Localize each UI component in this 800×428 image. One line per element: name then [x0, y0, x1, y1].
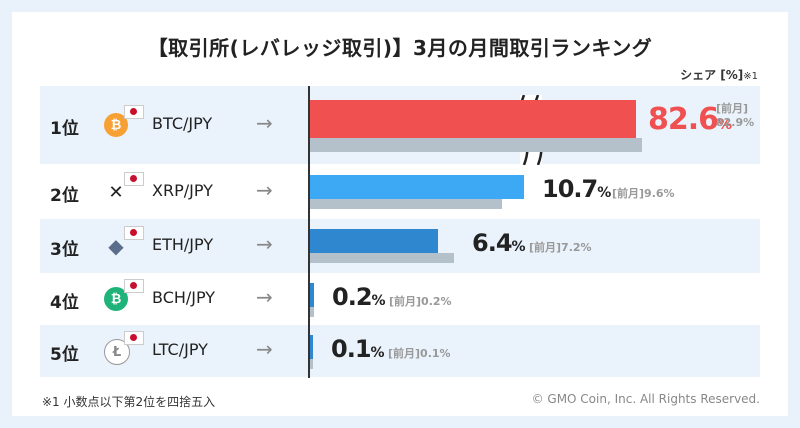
japan-flag-icon: [124, 105, 144, 119]
previous-month-label: [前月]7.2%: [529, 241, 592, 254]
value-label: 0.2%: [332, 283, 386, 311]
previous-month-label: [前月]9.6%: [612, 187, 675, 200]
japan-flag-icon: [124, 226, 144, 240]
arrow-right-icon: →: [256, 178, 273, 202]
bar-previous-month: [310, 138, 642, 152]
previous-month-label: [前月]0.1%: [388, 347, 451, 360]
arrow-right-icon: →: [256, 337, 273, 361]
unit-label: シェア [%]※1: [680, 68, 758, 82]
arrow-right-icon: →: [256, 111, 273, 135]
xrp-icon: ✕: [108, 181, 124, 203]
bar-previous-month: [310, 199, 502, 209]
previous-month-label: [前月]0.2%: [389, 295, 452, 308]
value-label: 0.1%: [331, 335, 385, 363]
rank-label: 5位: [50, 345, 79, 365]
bar-previous-month: [310, 253, 454, 263]
bar-current: [310, 283, 314, 307]
bar-current: [310, 100, 636, 138]
currency-pair-label: BCH/JPY: [152, 288, 216, 307]
ethereum-icon: ◆: [108, 234, 124, 258]
arrow-right-icon: →: [256, 285, 273, 309]
chart-title: 【取引所(レバレッジ取引)】3月の月間取引ランキング: [147, 36, 653, 60]
currency-pair-label: LTC/JPY: [152, 340, 208, 359]
bar-current: [310, 175, 524, 199]
japan-flag-icon: [124, 172, 144, 186]
bar-current: [310, 335, 313, 359]
arrow-right-icon: →: [256, 232, 273, 256]
japan-flag-icon: [124, 279, 144, 293]
footnote: ※1 小数点以下第2位を四捨五入: [42, 395, 216, 409]
bar-previous-month: [310, 307, 314, 317]
rank-label: 3位: [50, 240, 79, 260]
currency-pair-label: XRP/JPY: [152, 181, 213, 200]
rank-label: 1位: [50, 119, 79, 139]
bar-current: [310, 229, 438, 253]
currency-pair-label: BTC/JPY: [152, 114, 213, 133]
copyright: © GMO Coin, Inc. All Rights Reserved.: [531, 392, 760, 406]
bar-previous-month: [310, 359, 313, 369]
value-label: 6.4%: [472, 229, 526, 257]
bar-axis-line: [308, 86, 310, 378]
japan-flag-icon: [124, 331, 144, 345]
rank-label: 2位: [50, 186, 79, 206]
value-label: 82.6%: [648, 102, 732, 137]
value-label: 10.7%: [542, 175, 611, 203]
ranking-row: [40, 325, 760, 377]
currency-pair-label: ETH/JPY: [152, 235, 214, 254]
previous-month-label: [前月] 82.9%: [716, 102, 755, 129]
rank-label: 4位: [50, 293, 79, 313]
